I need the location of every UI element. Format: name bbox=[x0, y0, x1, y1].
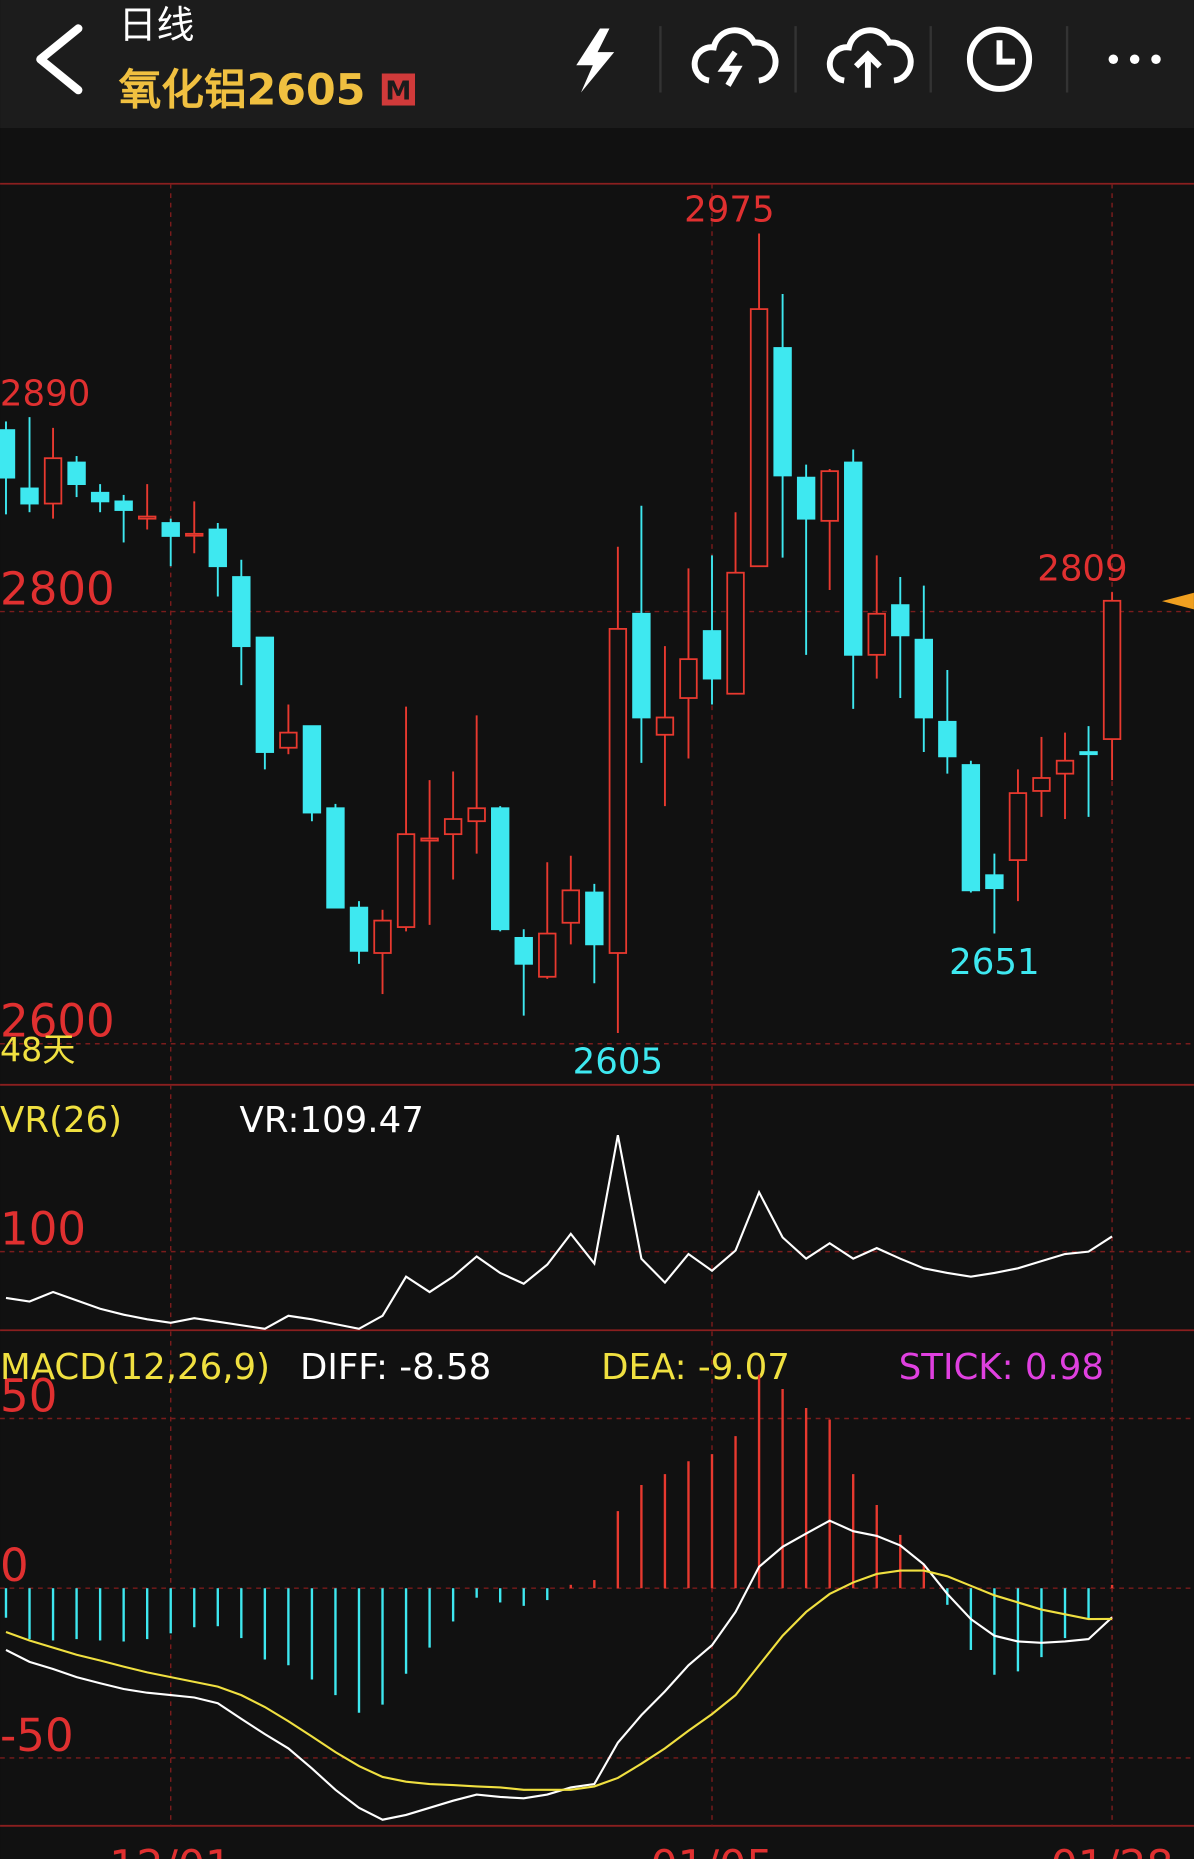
badge-bg bbox=[381, 73, 416, 106]
candle-body bbox=[420, 837, 439, 842]
candle-body bbox=[232, 576, 251, 648]
y-tick-label: -50 bbox=[0, 1709, 74, 1762]
candle-body bbox=[1032, 777, 1051, 792]
indicator-line bbox=[5, 1569, 1113, 1791]
candle-body bbox=[796, 476, 816, 520]
candle-body bbox=[655, 716, 675, 736]
y-tick-label: 0 bbox=[0, 1539, 29, 1592]
extreme-label: 2651 bbox=[949, 942, 1039, 983]
candle-body bbox=[820, 470, 839, 522]
candle-body bbox=[702, 630, 722, 680]
candle-body bbox=[373, 919, 392, 954]
flash-icon[interactable] bbox=[576, 28, 615, 93]
candle-body bbox=[914, 638, 933, 719]
candle-body bbox=[514, 936, 533, 965]
candle-body bbox=[396, 833, 416, 928]
candle-body bbox=[67, 461, 86, 486]
candle-body bbox=[585, 891, 604, 946]
candle-body bbox=[538, 932, 557, 978]
candle-body bbox=[185, 532, 204, 537]
days-label: 48天 bbox=[0, 1030, 75, 1069]
candle-body bbox=[1055, 759, 1075, 775]
candle-body bbox=[726, 571, 745, 695]
x-tick-label: 12/01 bbox=[109, 1841, 232, 1859]
candle-body bbox=[161, 522, 180, 537]
candle-body bbox=[349, 906, 369, 952]
clock-icon[interactable] bbox=[966, 26, 1033, 92]
candle-body bbox=[467, 807, 486, 823]
candle-body bbox=[1079, 751, 1098, 756]
candle-body bbox=[138, 515, 157, 520]
candle-body bbox=[0, 429, 16, 479]
y-tick-label: 2800 bbox=[0, 562, 115, 615]
indicator-readout: DEA: -9.07 bbox=[601, 1347, 790, 1388]
indicator-readout: VR:109.47 bbox=[240, 1100, 424, 1141]
symbol-name: 氧化铝2605 bbox=[119, 65, 366, 115]
candle-body bbox=[561, 889, 580, 924]
badge: M bbox=[385, 77, 411, 107]
extreme-label: 2809 bbox=[1037, 548, 1127, 589]
candle-body bbox=[608, 627, 628, 954]
price-marker bbox=[1161, 592, 1194, 610]
extreme-label: 2975 bbox=[684, 190, 774, 231]
candle-body bbox=[844, 461, 863, 656]
indicator-title: MACD(12,26,9) bbox=[0, 1347, 270, 1388]
indicator-line bbox=[5, 1519, 1113, 1821]
y-tick-label: 2600 bbox=[0, 995, 115, 1048]
candle-body bbox=[938, 720, 957, 758]
candle-body bbox=[679, 658, 698, 699]
candle-body bbox=[255, 636, 275, 753]
x-tick-label: 01/05 bbox=[651, 1841, 774, 1859]
candle-body bbox=[632, 612, 651, 719]
indicator-readout: DIFF: -8.58 bbox=[300, 1347, 491, 1388]
more-icon[interactable] bbox=[1108, 54, 1161, 65]
cloud-flash-icon[interactable] bbox=[691, 27, 779, 87]
candle-body bbox=[43, 457, 63, 505]
candle-body bbox=[491, 807, 510, 931]
y-tick-label: 100 bbox=[0, 1203, 86, 1256]
candle-body bbox=[326, 807, 345, 909]
indicator-readout: STICK: 0.98 bbox=[899, 1347, 1104, 1388]
candle-body bbox=[114, 500, 133, 511]
x-tick-label: 01/28 bbox=[1051, 1841, 1174, 1859]
candle-body bbox=[279, 731, 298, 749]
top-bar: 日线 氧化铝2605 M bbox=[0, 0, 1194, 129]
candle-body bbox=[749, 308, 769, 568]
cloud-upload-icon[interactable] bbox=[826, 27, 914, 88]
indicator-line bbox=[5, 1134, 1113, 1330]
candle-body bbox=[20, 487, 39, 505]
candle-body bbox=[443, 818, 463, 836]
candle-body bbox=[208, 528, 227, 568]
y-tick-label: 50 bbox=[0, 1369, 57, 1422]
indicator-title: VR(26) bbox=[0, 1100, 122, 1141]
candle-body bbox=[867, 612, 886, 656]
candle-body bbox=[302, 725, 322, 814]
back-button[interactable] bbox=[36, 24, 83, 95]
extreme-label: 2890 bbox=[0, 373, 90, 414]
extreme-label: 2605 bbox=[573, 1041, 663, 1082]
candle-body bbox=[961, 764, 981, 892]
candle-body bbox=[773, 347, 792, 477]
candle-body bbox=[891, 604, 910, 637]
candle-body bbox=[985, 874, 1004, 890]
candle-body bbox=[1102, 599, 1122, 740]
candle-body bbox=[1008, 792, 1028, 861]
candle-body bbox=[90, 491, 110, 503]
period-label: 日线 bbox=[119, 3, 195, 47]
